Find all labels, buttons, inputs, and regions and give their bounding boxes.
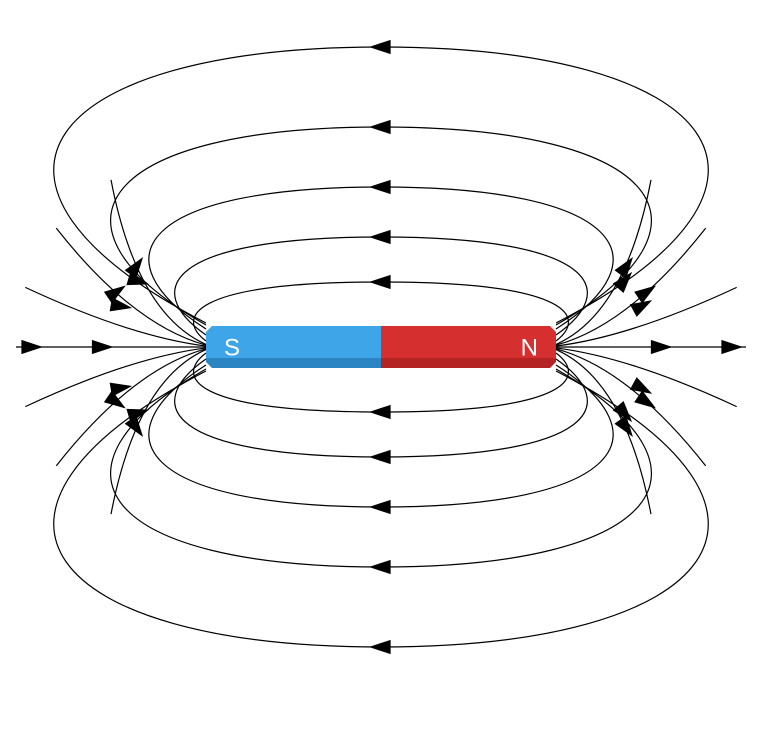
field-line <box>111 127 652 325</box>
field-arrow <box>369 560 391 574</box>
field-arrow <box>630 377 652 394</box>
field-line <box>149 187 613 329</box>
field-arrow <box>369 40 391 54</box>
field-arrow <box>369 640 391 654</box>
field-arrow <box>369 230 391 244</box>
field-line <box>111 369 652 567</box>
field-arrow <box>369 275 391 289</box>
field-arrow <box>369 450 391 464</box>
field-arrow <box>651 340 673 354</box>
field-line <box>175 237 588 335</box>
field-arrow <box>21 340 43 354</box>
field-arrow <box>110 383 133 397</box>
field-arrow <box>369 120 391 134</box>
field-arrow <box>369 180 391 194</box>
north-pole-label: N <box>521 334 538 361</box>
field-line <box>56 349 206 466</box>
bar-magnet: SN <box>206 326 556 368</box>
field-line <box>556 228 706 345</box>
field-arrow <box>721 340 743 354</box>
field-line <box>175 359 588 457</box>
field-arrow <box>369 405 391 419</box>
field-arrow <box>630 300 652 317</box>
field-arrow <box>634 286 656 304</box>
field-line <box>149 365 613 507</box>
magnetic-field-diagram: SN <box>0 0 768 749</box>
field-arrow <box>92 340 114 354</box>
field-line <box>556 349 706 466</box>
south-pole-label: S <box>224 334 240 361</box>
field-arrow <box>110 297 133 311</box>
field-arrow <box>634 390 656 408</box>
field-line <box>56 228 206 345</box>
field-arrow <box>369 500 391 514</box>
